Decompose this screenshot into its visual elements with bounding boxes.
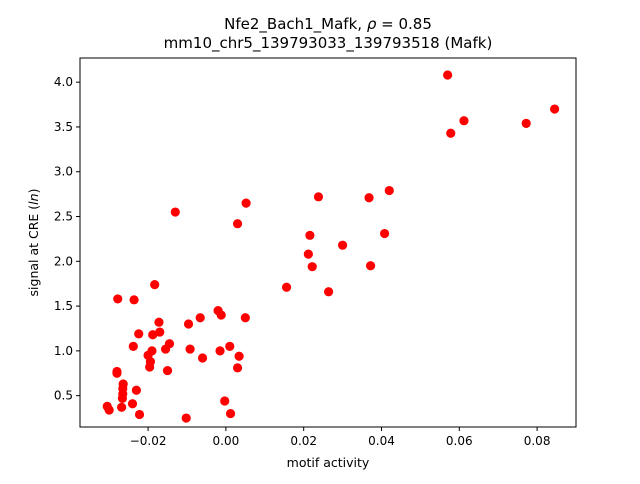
data-point-27	[170, 207, 180, 217]
y-tick-label-7: 4.0	[54, 75, 73, 89]
data-point-22	[154, 317, 164, 327]
data-point-26	[164, 339, 175, 349]
data-point-57	[459, 116, 469, 126]
data-point-48	[313, 192, 324, 202]
data-point-32	[197, 353, 208, 363]
data-point-30	[185, 344, 195, 354]
data-point-52	[365, 261, 376, 271]
data-point-56	[446, 128, 456, 138]
data-point-43	[241, 198, 251, 208]
data-point-59	[550, 104, 560, 114]
data-point-40	[232, 363, 243, 373]
axes-background	[80, 58, 576, 427]
data-point-37	[225, 341, 235, 351]
data-point-9	[118, 379, 128, 389]
x-tick-label-4: 0.06	[446, 434, 473, 448]
data-point-44	[281, 282, 292, 292]
data-point-23	[155, 327, 165, 337]
plot-area	[80, 58, 576, 427]
y-tick-label-0: 0.5	[54, 389, 73, 403]
data-point-29	[183, 319, 194, 329]
x-tick-label-1: 0.00	[213, 434, 240, 448]
data-point-31	[195, 313, 205, 323]
data-point-53	[380, 228, 390, 239]
data-points	[102, 70, 560, 423]
data-point-12	[129, 295, 139, 305]
data-point-10	[127, 399, 138, 409]
data-point-21	[150, 279, 160, 290]
data-point-38	[225, 408, 236, 419]
data-point-36	[220, 396, 230, 406]
data-point-49	[323, 287, 334, 297]
data-point-13	[131, 385, 142, 395]
x-tick-label-3: 0.04	[368, 434, 395, 448]
axes-frame	[79, 57, 577, 428]
data-point-15	[134, 409, 145, 420]
data-point-1	[104, 405, 114, 415]
data-point-35	[216, 310, 226, 320]
data-point-54	[384, 185, 394, 196]
y-tick-label-2: 1.5	[54, 299, 73, 313]
data-point-25	[162, 365, 173, 376]
x-tick-label-0: −0.02	[130, 434, 167, 448]
y-tick-label-3: 2.0	[54, 254, 73, 268]
data-point-4	[113, 294, 123, 304]
data-point-5	[117, 402, 127, 412]
x-axis-label: motif activity	[287, 455, 370, 470]
data-point-46	[305, 230, 315, 240]
x-axis-ticks: −0.02 0.00 0.02 0.04 0.06 0.08	[130, 427, 551, 448]
data-point-39	[232, 219, 243, 229]
data-point-55	[443, 70, 453, 80]
chart-title-line2: mm10_chr5_139793033_139793518 (Mafk)	[164, 34, 493, 53]
data-point-58	[521, 118, 531, 128]
data-point-18	[145, 357, 156, 367]
data-point-41	[234, 351, 244, 361]
data-point-11	[128, 341, 138, 351]
data-point-3	[112, 366, 122, 377]
data-point-42	[240, 313, 250, 323]
data-point-14	[134, 329, 144, 339]
data-point-51	[364, 193, 374, 203]
x-tick-label-2: 0.02	[290, 434, 317, 448]
data-point-19	[147, 346, 157, 356]
y-tick-label-5: 3.0	[54, 165, 73, 179]
chart-title-line1: Nfe2_Bach1_Mafk, ρ = 0.85	[224, 15, 432, 34]
data-point-28	[181, 413, 191, 423]
data-point-20	[148, 330, 158, 340]
data-point-50	[337, 240, 348, 250]
data-point-45	[303, 249, 313, 259]
data-point-47	[307, 262, 317, 272]
y-axis-ticks: 0.5 1.0 1.5 2.0 2.5 3.0 3.5 4.0	[54, 75, 80, 403]
x-tick-label-5: 0.08	[524, 434, 551, 448]
y-axis-label: signal at CRE (ln)	[26, 189, 41, 297]
y-tick-label-6: 3.5	[54, 120, 73, 134]
data-point-34	[215, 346, 225, 356]
y-tick-label-4: 2.5	[54, 210, 73, 224]
y-tick-label-1: 1.0	[54, 344, 73, 358]
